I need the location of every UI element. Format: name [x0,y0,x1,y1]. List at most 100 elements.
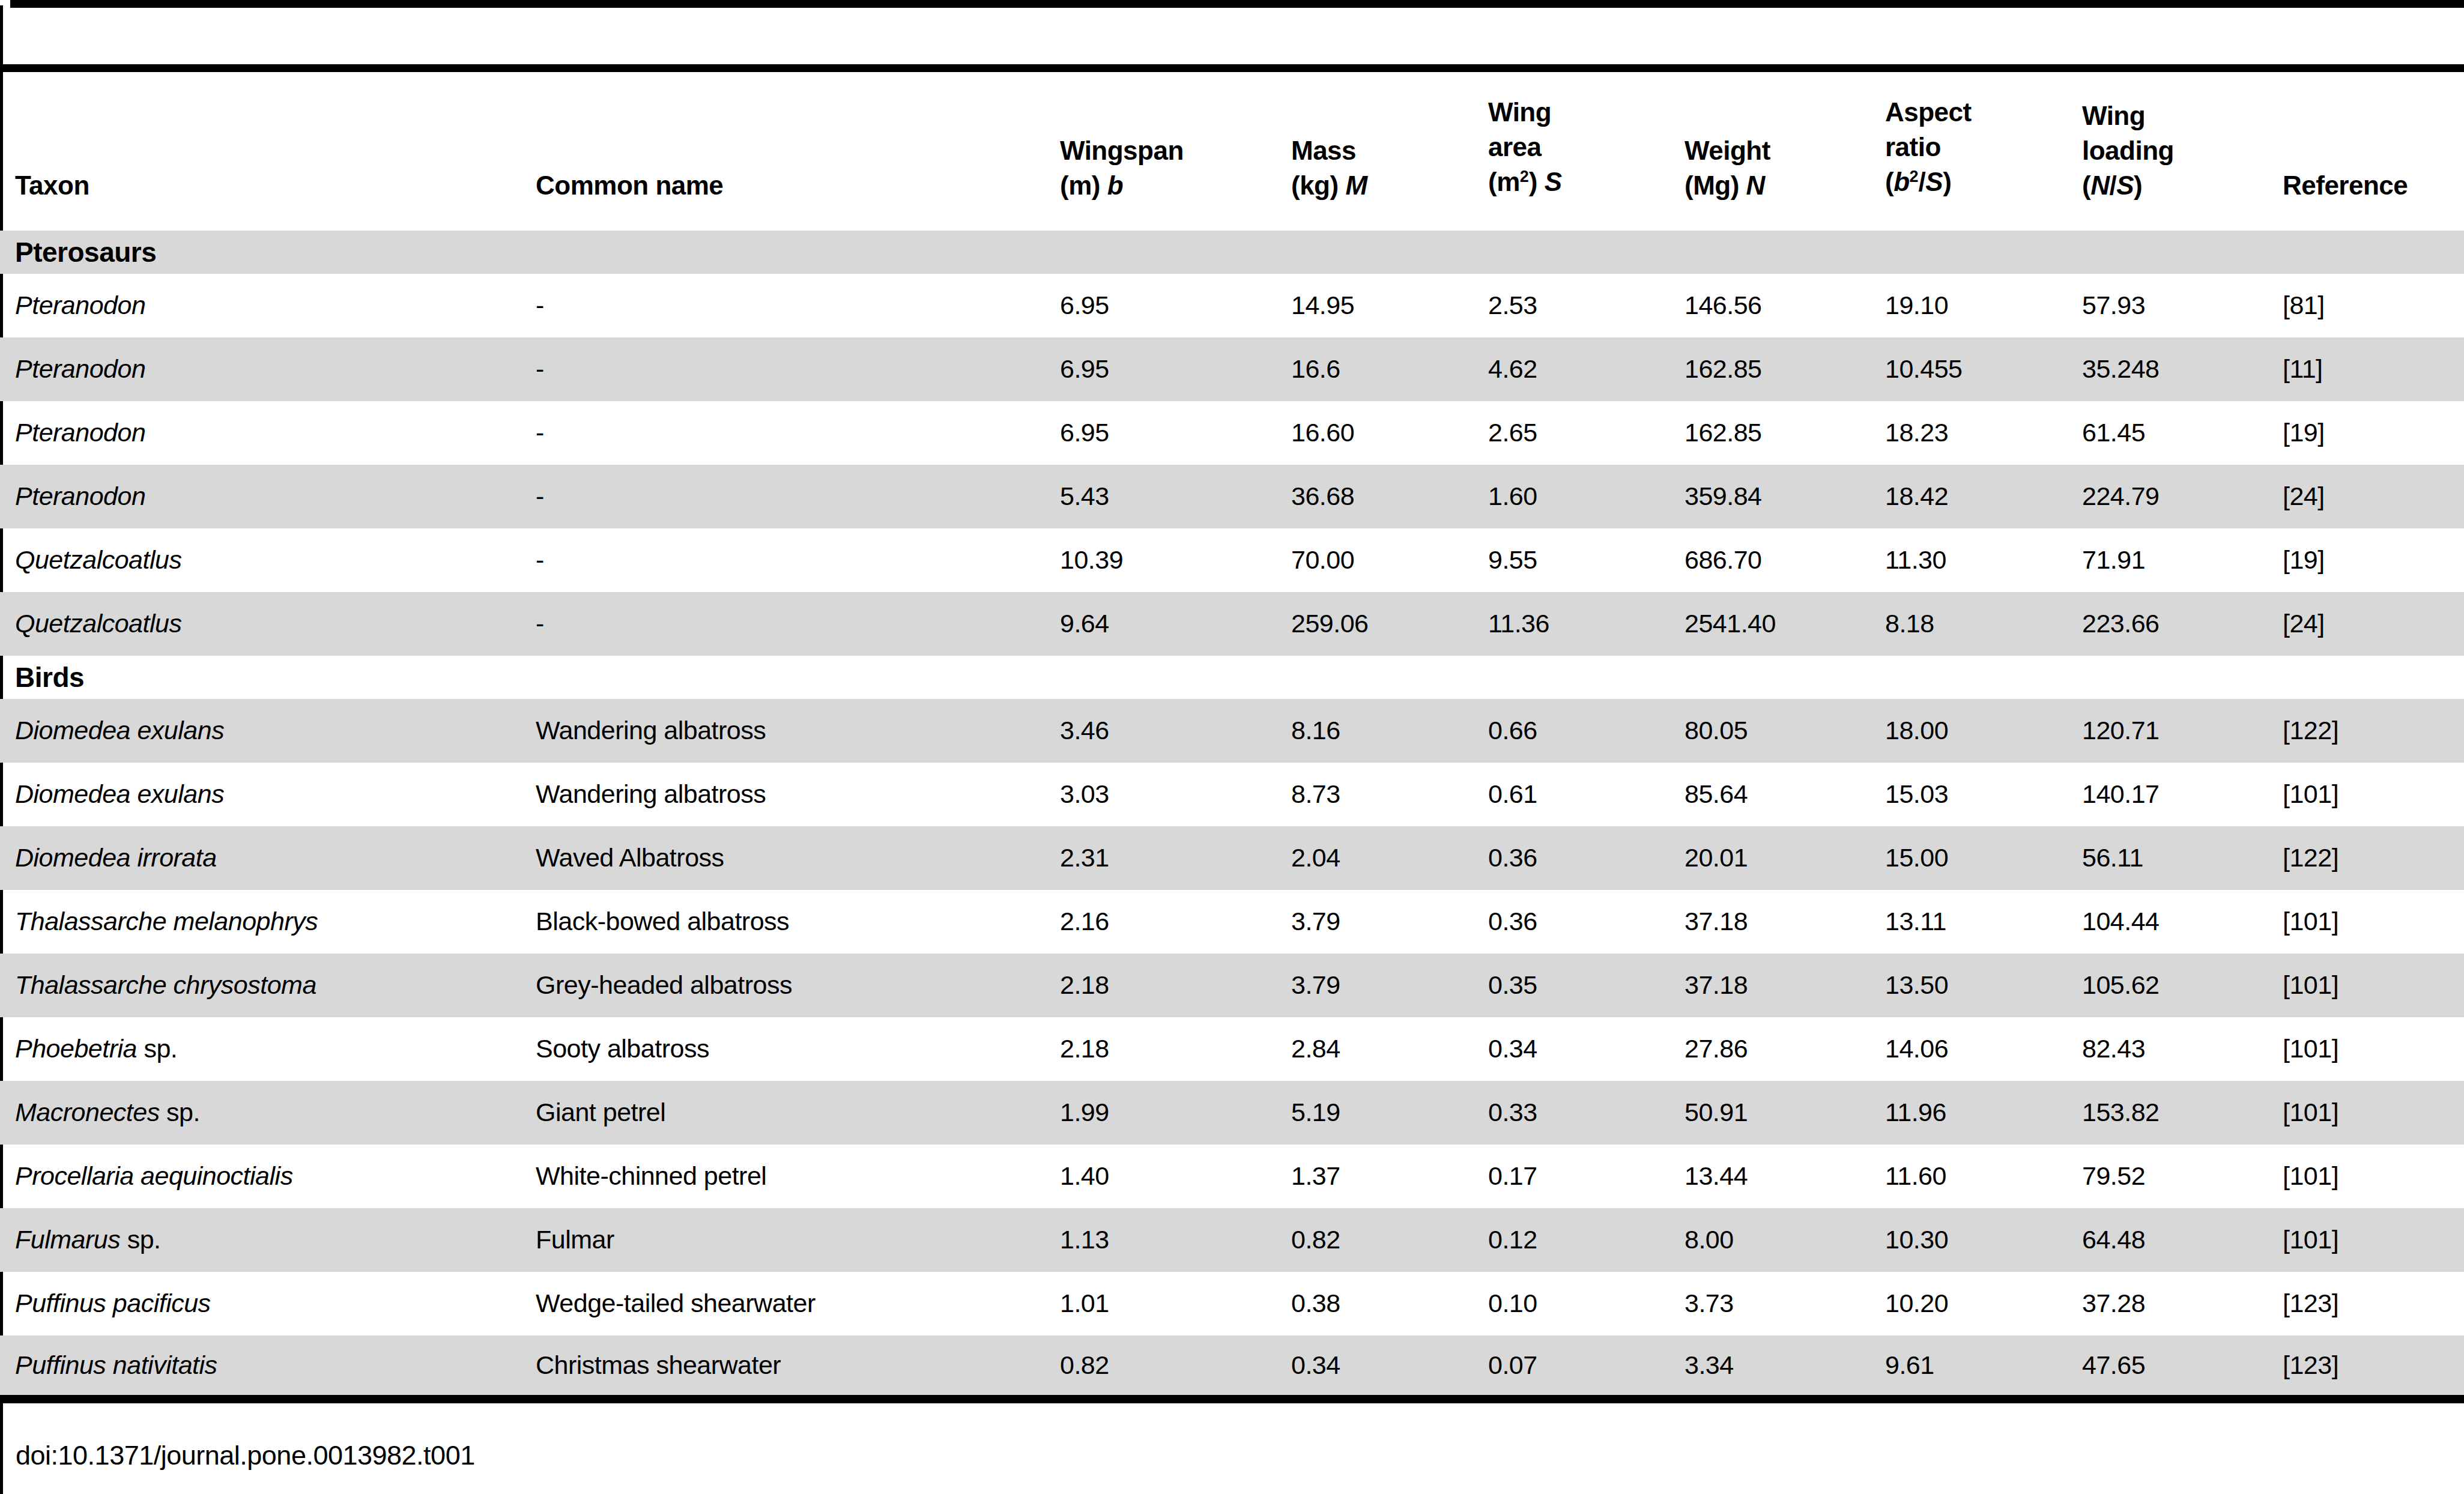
cell-wing_loading: 82.43 [2082,1017,2283,1081]
cell-common_name: Giant petrel [536,1081,1060,1145]
cell-reference: [101] [2283,890,2464,954]
cell-aspect_ratio: 13.11 [1885,890,2082,954]
cell-wing_loading: 37.28 [2082,1272,2283,1335]
cell-wing_loading: 140.17 [2082,763,2283,826]
cell-weight: 359.84 [1685,465,1885,528]
cell-taxon: Puffinus pacificus [0,1272,536,1335]
top-rule [10,0,2464,8]
cell-taxon: Macronectes sp. [0,1081,536,1145]
cell-reference: [101] [2283,763,2464,826]
section-row-pterosaurs: Pterosaurs [0,231,2464,274]
cell-aspect_ratio: 18.42 [1885,465,2082,528]
cell-mass: 2.04 [1291,826,1488,890]
cell-common_name: - [536,401,1060,465]
cell-reference: [24] [2283,465,2464,528]
cell-weight: 146.56 [1685,274,1885,337]
cell-wing_area: 0.35 [1488,954,1685,1017]
cell-wing_area: 0.07 [1488,1335,1685,1399]
cell-common_name: Christmas shearwater [536,1335,1060,1399]
cell-common_name: - [536,592,1060,656]
table-row: Diomedea exulansWandering albatross3.468… [0,699,2464,763]
cell-wing_loading: 104.44 [2082,890,2283,954]
cell-weight: 8.00 [1685,1208,1885,1272]
cell-reference: [24] [2283,592,2464,656]
cell-wingspan: 1.40 [1060,1145,1291,1208]
cell-wingspan: 1.13 [1060,1208,1291,1272]
section-label: Pterosaurs [0,231,2464,274]
cell-wing_area: 11.36 [1488,592,1685,656]
cell-weight: 27.86 [1685,1017,1885,1081]
cell-taxon: Quetzalcoatlus [0,528,536,592]
cell-wingspan: 6.95 [1060,337,1291,401]
cell-common_name: Black-bowed albatross [536,890,1060,954]
cell-wingspan: 5.43 [1060,465,1291,528]
cell-wing_loading: 71.91 [2082,528,2283,592]
cell-mass: 259.06 [1291,592,1488,656]
col-header-common_name: Common name [536,68,1060,231]
cell-reference: [122] [2283,699,2464,763]
cell-mass: 1.37 [1291,1145,1488,1208]
cell-common_name: - [536,274,1060,337]
cell-weight: 3.73 [1685,1272,1885,1335]
table-row: Puffinus nativitatisChristmas shearwater… [0,1335,2464,1399]
cell-mass: 70.00 [1291,528,1488,592]
cell-aspect_ratio: 15.00 [1885,826,2082,890]
cell-wingspan: 2.18 [1060,1017,1291,1081]
col-header-mass: Mass(kg) M [1291,68,1488,231]
cell-common_name: - [536,528,1060,592]
col-header-weight: Weight(Mg) N [1685,68,1885,231]
cell-taxon: Diomedea irrorata [0,826,536,890]
cell-aspect_ratio: 14.06 [1885,1017,2082,1081]
cell-wingspan: 9.64 [1060,592,1291,656]
cell-taxon: Pteranodon [0,401,536,465]
cell-wing_area: 9.55 [1488,528,1685,592]
cell-aspect_ratio: 11.96 [1885,1081,2082,1145]
col-header-reference: Reference [2283,68,2464,231]
cell-mass: 3.79 [1291,890,1488,954]
cell-taxon: Phoebetria sp. [0,1017,536,1081]
cell-wingspan: 0.82 [1060,1335,1291,1399]
cell-weight: 37.18 [1685,954,1885,1017]
cell-aspect_ratio: 10.455 [1885,337,2082,401]
cell-reference: [19] [2283,528,2464,592]
col-header-wingspan: Wingspan(m) b [1060,68,1291,231]
cell-aspect_ratio: 19.10 [1885,274,2082,337]
col-header-wing_area: Wingarea(m2) S [1488,68,1685,231]
cell-mass: 2.84 [1291,1017,1488,1081]
cell-weight: 3.34 [1685,1335,1885,1399]
cell-taxon: Pteranodon [0,274,536,337]
cell-wing_loading: 64.48 [2082,1208,2283,1272]
cell-taxon: Thalassarche melanophrys [0,890,536,954]
cell-taxon: Diomedea exulans [0,763,536,826]
cell-weight: 13.44 [1685,1145,1885,1208]
section-row-birds: Birds [0,656,2464,699]
table-figure: TaxonCommon nameWingspan(m) bMass(kg) MW… [0,0,2464,1494]
cell-wing_area: 0.33 [1488,1081,1685,1145]
cell-wingspan: 2.16 [1060,890,1291,954]
cell-wingspan: 1.01 [1060,1272,1291,1335]
table-row: Phoebetria sp.Sooty albatross2.182.840.3… [0,1017,2464,1081]
cell-reference: [101] [2283,1208,2464,1272]
cell-wing_loading: 57.93 [2082,274,2283,337]
cell-wing_area: 0.61 [1488,763,1685,826]
cell-reference: [81] [2283,274,2464,337]
table-row: Thalassarche melanophrysBlack-bowed alba… [0,890,2464,954]
table-row: Macronectes sp.Giant petrel1.995.190.335… [0,1081,2464,1145]
cell-wing_area: 0.66 [1488,699,1685,763]
cell-mass: 36.68 [1291,465,1488,528]
cell-taxon: Diomedea exulans [0,699,536,763]
doi-text: doi:10.1371/journal.pone.0013982.t001 [16,1440,475,1471]
cell-wingspan: 10.39 [1060,528,1291,592]
cell-common_name: Waved Albatross [536,826,1060,890]
cell-reference: [11] [2283,337,2464,401]
cell-common_name: - [536,337,1060,401]
cell-common_name: Fulmar [536,1208,1060,1272]
cell-weight: 2541.40 [1685,592,1885,656]
cell-wing_area: 0.17 [1488,1145,1685,1208]
cell-mass: 3.79 [1291,954,1488,1017]
table-row: Pteranodon-6.9514.952.53146.5619.1057.93… [0,274,2464,337]
cell-wingspan: 6.95 [1060,274,1291,337]
cell-common_name: Grey-headed albatross [536,954,1060,1017]
table-body: PterosaursPteranodon-6.9514.952.53146.56… [0,231,2464,1399]
cell-taxon: Pteranodon [0,465,536,528]
